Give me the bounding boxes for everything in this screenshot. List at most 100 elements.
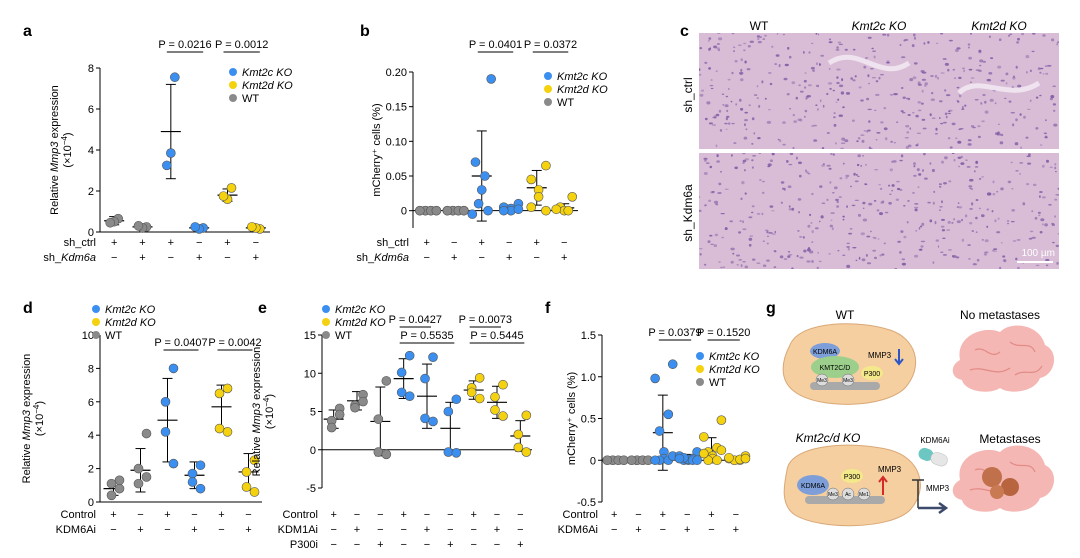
he-nucleus bbox=[828, 41, 833, 44]
he-nucleus bbox=[814, 227, 819, 230]
he-nucleus bbox=[728, 122, 731, 125]
data-point bbox=[195, 460, 206, 471]
data-point bbox=[513, 429, 524, 440]
condition-row-label: KDM6Ai bbox=[558, 524, 598, 536]
data-point bbox=[133, 221, 144, 231]
legend-marker bbox=[544, 98, 552, 106]
he-nucleus bbox=[788, 253, 793, 256]
condition-cell: − bbox=[561, 237, 567, 249]
he-nucleus bbox=[892, 160, 897, 163]
data-point bbox=[498, 379, 508, 390]
he-nucleus bbox=[761, 191, 765, 194]
he-nucleus bbox=[889, 93, 894, 96]
data-point bbox=[498, 411, 508, 421]
he-nucleus bbox=[979, 64, 982, 67]
he-nucleus bbox=[957, 140, 962, 144]
data-point bbox=[114, 483, 125, 494]
he-nucleus bbox=[866, 262, 872, 265]
he-nucleus bbox=[955, 137, 958, 140]
wt-kdm6a-label: KDM6A bbox=[813, 349, 837, 356]
he-nucleus bbox=[733, 50, 735, 52]
ko-up-arrow-icon bbox=[878, 475, 888, 495]
condition-cell: − bbox=[733, 509, 739, 521]
data-point bbox=[141, 472, 152, 482]
data-point bbox=[740, 453, 751, 464]
condition-cell: − bbox=[635, 509, 641, 521]
he-nucleus bbox=[769, 159, 773, 162]
he-nucleus bbox=[842, 106, 845, 109]
he-nucleus bbox=[899, 251, 902, 254]
wt-p300-blob bbox=[861, 366, 883, 380]
data-point bbox=[712, 455, 722, 466]
data-point bbox=[396, 367, 407, 378]
he-nucleus bbox=[828, 38, 832, 41]
he-nucleus bbox=[830, 212, 835, 214]
he-nucleus bbox=[1043, 132, 1048, 135]
condition-cell: − bbox=[354, 509, 360, 521]
he-nucleus bbox=[861, 139, 865, 143]
he-nucleus bbox=[1057, 233, 1059, 235]
he-nucleus bbox=[969, 222, 973, 225]
legend-label: WT bbox=[242, 93, 259, 105]
condition-cell: − bbox=[494, 509, 500, 521]
he-nucleus bbox=[947, 68, 950, 72]
p-value-label: P = 0.0372 bbox=[524, 39, 577, 51]
he-nucleus bbox=[741, 181, 745, 185]
legend-label: WT bbox=[105, 330, 122, 342]
he-nucleus bbox=[929, 219, 933, 223]
he-nucleus bbox=[740, 68, 743, 72]
he-nucleus bbox=[913, 165, 916, 168]
he-nucleus bbox=[944, 156, 948, 160]
panel-letter-g: g bbox=[766, 300, 776, 317]
scale-bar-label: 100 µm bbox=[1021, 248, 1055, 259]
he-nucleus bbox=[725, 128, 728, 130]
wt-kmt-label: KMT2C/D bbox=[820, 365, 851, 372]
he-nucleus bbox=[871, 47, 874, 50]
legend-label: Kmt2d KO bbox=[709, 364, 760, 376]
condition-cell: − bbox=[611, 524, 617, 536]
he-nucleus bbox=[710, 79, 713, 81]
he-nucleus bbox=[819, 185, 823, 188]
he-nucleus bbox=[845, 177, 848, 179]
he-nucleus bbox=[1051, 222, 1054, 225]
he-nucleus bbox=[857, 175, 860, 177]
data-point bbox=[563, 205, 574, 216]
he-nucleus bbox=[739, 220, 742, 222]
he-nucleus bbox=[997, 123, 1000, 126]
y-label-pre: Relative bbox=[21, 441, 33, 484]
he-nucleus bbox=[946, 229, 951, 231]
he-nucleus bbox=[870, 68, 874, 70]
he-nucleus bbox=[884, 211, 889, 214]
data-point bbox=[170, 72, 180, 83]
he-nucleus bbox=[799, 118, 803, 122]
he-nucleus bbox=[981, 120, 985, 123]
data-point bbox=[650, 373, 660, 384]
he-nucleus bbox=[821, 147, 825, 149]
he-nucleus bbox=[874, 236, 877, 240]
he-nucleus bbox=[903, 235, 907, 239]
he-nucleus bbox=[1002, 259, 1006, 262]
he-texture bbox=[939, 33, 1059, 149]
he-nucleus bbox=[855, 259, 858, 262]
he-nucleus bbox=[886, 61, 890, 64]
he-nucleus bbox=[1042, 223, 1044, 226]
he-nucleus bbox=[742, 162, 745, 164]
he-nucleus bbox=[1054, 166, 1057, 170]
he-nucleus bbox=[932, 201, 935, 205]
he-nucleus bbox=[920, 102, 924, 105]
data-point bbox=[106, 490, 117, 501]
y-tick-label: 0.10 bbox=[386, 136, 407, 148]
he-nucleus bbox=[1055, 171, 1057, 173]
he-nucleus bbox=[914, 208, 918, 212]
he-nucleus bbox=[867, 36, 872, 39]
he-nucleus bbox=[730, 154, 733, 157]
he-nucleus bbox=[1009, 33, 1012, 36]
condition-cell: − bbox=[354, 539, 360, 551]
he-nucleus bbox=[822, 163, 825, 165]
he-nucleus bbox=[792, 113, 795, 117]
y-axis-unit: (×10−4) bbox=[60, 132, 74, 167]
he-nucleus bbox=[717, 192, 722, 194]
he-nucleus bbox=[718, 261, 721, 263]
he-nucleus bbox=[718, 109, 722, 113]
wt-me3-b: Me3 bbox=[843, 378, 853, 384]
